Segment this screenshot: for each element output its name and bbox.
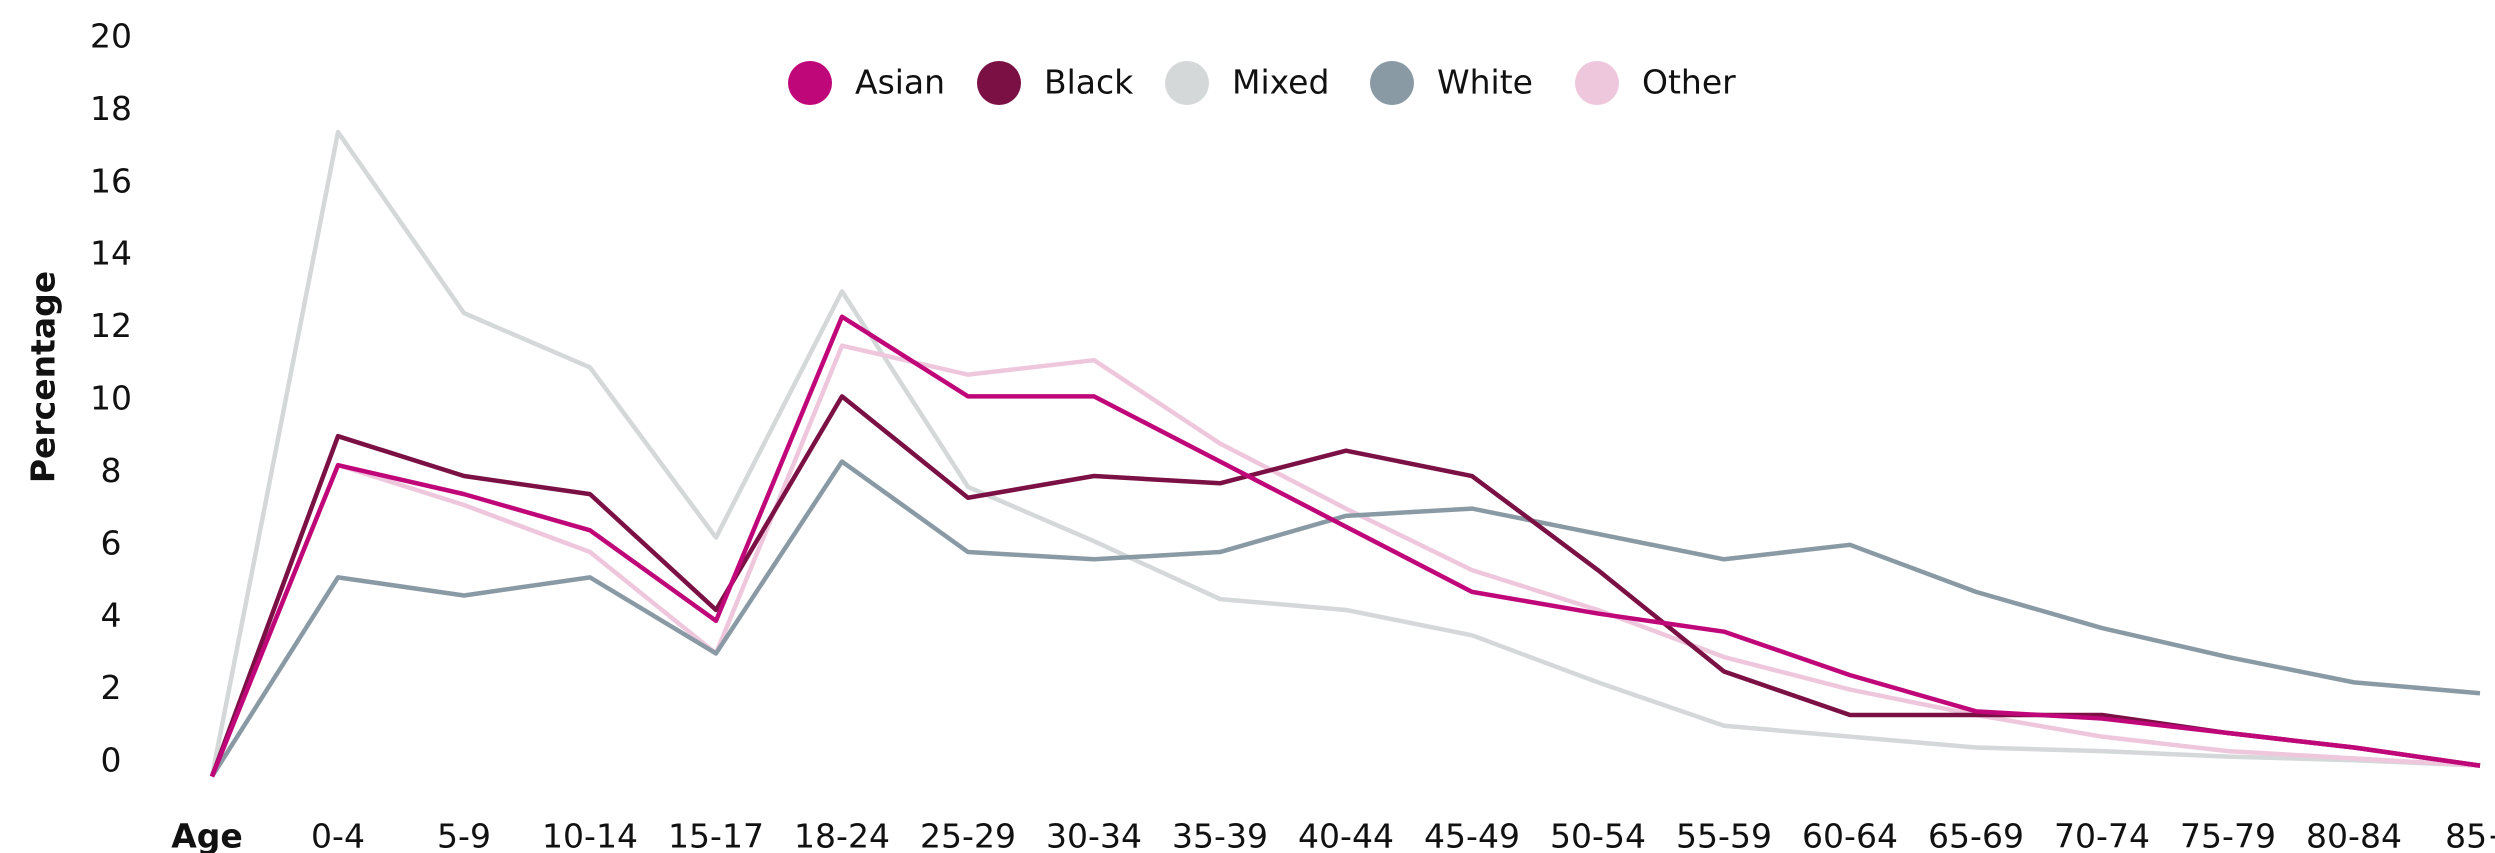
y-tick-label: 16 (90, 161, 132, 200)
y-tick-label: 6 (101, 523, 122, 562)
legend-marker (788, 61, 832, 105)
y-tick-label: 14 (90, 234, 132, 273)
x-tick-label: 75-79 (2180, 817, 2276, 853)
y-tick-label: 18 (90, 89, 132, 128)
series-line (209, 343, 2481, 778)
x-tick-label: 55-59 (1676, 817, 1772, 853)
x-tick-label: 25-29 (920, 817, 1016, 853)
x-tick-label: 60-64 (1802, 817, 1898, 853)
legend-marker (1370, 61, 1414, 105)
legend-label: White (1437, 63, 1533, 102)
legend-marker (1575, 61, 1619, 105)
x-tick-label: 35-39 (1172, 817, 1268, 853)
y-tick-label: 4 (101, 596, 122, 635)
x-tick-label: 80-84 (2306, 817, 2402, 853)
series-line (209, 314, 2481, 778)
y-tick-label: 10 (90, 379, 132, 418)
legend-label: Other (1642, 63, 1736, 102)
x-tick-label: 65-69 (1928, 817, 2024, 853)
x-tick-label: 45-49 (1424, 817, 1520, 853)
legend-label: Mixed (1232, 63, 1329, 102)
x-tick-label: 70-74 (2054, 817, 2150, 853)
y-tick-label: 8 (101, 451, 122, 490)
x-axis-title: Age (171, 817, 243, 853)
legend-marker (977, 61, 1021, 105)
legend-marker (1165, 61, 1209, 105)
legend-label: Black (1044, 63, 1134, 102)
legend-label: Asian (855, 63, 945, 102)
y-tick-label: 12 (90, 306, 132, 345)
series-line (209, 394, 2481, 778)
series-line (210, 459, 2481, 778)
x-tick-label: 18-24 (794, 817, 890, 853)
y-tick-label: 0 (101, 741, 122, 780)
y-tick-label: 2 (101, 668, 122, 707)
x-tick-label: 30-34 (1046, 817, 1142, 853)
x-tick-label: 40-44 (1298, 817, 1394, 853)
x-tick-label: 50-54 (1550, 817, 1646, 853)
x-tick-label: 5-9 (437, 817, 491, 853)
x-tick-label: 0-4 (311, 817, 365, 853)
x-tick-label: 10-14 (542, 817, 638, 853)
y-tick-label: 20 (90, 17, 132, 56)
series-line (209, 129, 2481, 777)
y-axis-title: Percentage (24, 271, 63, 483)
x-tick-label: 85+ (2445, 817, 2495, 853)
x-tick-label: 15-17 (668, 817, 764, 853)
